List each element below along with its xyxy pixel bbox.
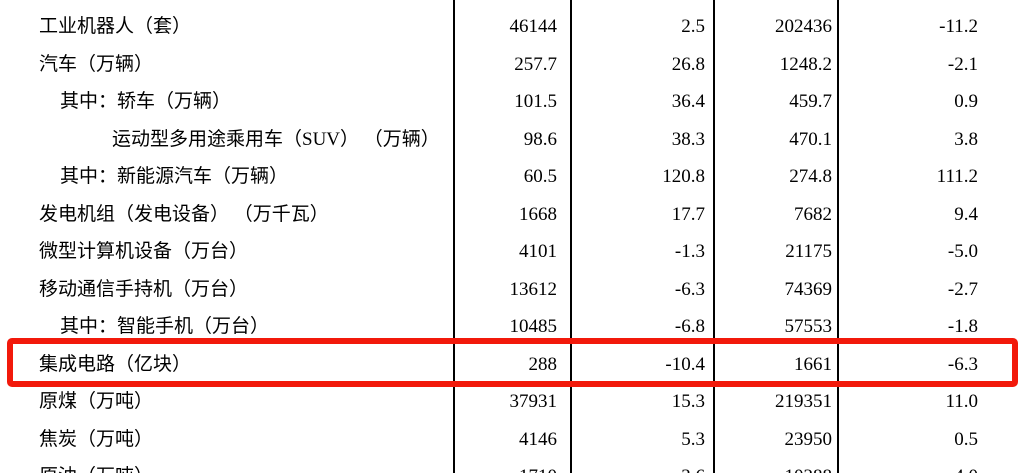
product-label: 微型计算机设备（万台） — [39, 241, 249, 262]
value-cumulative: 470.1 — [789, 128, 832, 150]
growth-current: 2.5 — [681, 16, 705, 37]
value-cumulative: 57553 — [784, 316, 833, 337]
product-label: 其中：轿车（万辆） — [60, 91, 232, 112]
growth-current: 36.4 — [671, 91, 705, 112]
value-cumulative: 7682 — [794, 203, 832, 225]
value-cumulative: 23950 — [784, 428, 833, 450]
growth-cumulative: -2.7 — [947, 278, 978, 300]
value-current: 4146 — [519, 428, 557, 450]
column-divider-2 — [570, 0, 572, 473]
product-label: 其中：新能源汽车（万辆） — [60, 166, 289, 187]
growth-current: -10.4 — [665, 353, 705, 375]
growth-current: 120.8 — [662, 166, 705, 187]
value-current: 1668 — [519, 203, 557, 225]
value-cumulative: 202436 — [775, 16, 832, 37]
growth-cumulative: -11.2 — [939, 16, 978, 37]
growth-cumulative: 0.9 — [954, 91, 978, 112]
growth-current: 17.7 — [671, 203, 705, 225]
growth-cumulative: -1.8 — [947, 316, 978, 337]
value-cumulative: 1248.2 — [779, 53, 832, 75]
growth-cumulative: 111.2 — [936, 166, 978, 187]
column-divider-1 — [453, 0, 455, 473]
value-cumulative: 459.7 — [789, 91, 832, 112]
value-current: 4101 — [519, 241, 557, 262]
growth-cumulative: 0.5 — [954, 428, 978, 450]
column-divider-4 — [837, 0, 839, 473]
growth-current: -1.3 — [674, 241, 705, 262]
product-label: 汽车（万辆） — [39, 53, 154, 75]
value-current: 98.6 — [523, 128, 557, 150]
column-divider-3 — [713, 0, 715, 473]
value-current: 101.5 — [514, 91, 557, 112]
table-row: 原煤（万吨） 37931 15.3 219351 11.0 — [0, 383, 1035, 421]
value-cumulative: 274.8 — [789, 166, 832, 187]
growth-cumulative: -2.1 — [947, 53, 978, 75]
value-current: 1710 — [454, 458, 557, 473]
value-cumulative: 10288 — [714, 458, 833, 473]
table-row: 其中：轿车（万辆） 101.5 36.4 459.7 0.9 — [0, 83, 1035, 121]
table-row: 原油（万吨） 1710 3.6 10288 4.0 — [0, 458, 1035, 473]
growth-cumulative: -5.0 — [947, 241, 978, 262]
product-label: 发电机组（发电设备） （万千瓦） — [39, 203, 329, 225]
table-row: 移动通信手持机（万台） 13612 -6.3 74369 -2.7 — [0, 271, 1035, 309]
value-cumulative: 21175 — [785, 241, 832, 262]
table-row: 微型计算机设备（万台） 4101 -1.3 21175 -5.0 — [0, 233, 1035, 271]
growth-current: 38.3 — [671, 128, 705, 150]
product-label: 原油（万吨） — [39, 458, 153, 473]
growth-current: 26.8 — [671, 53, 705, 75]
table-row: 其中：新能源汽车（万辆） 60.5 120.8 274.8 111.2 — [0, 158, 1035, 196]
growth-current: -6.8 — [674, 316, 705, 337]
growth-cumulative: 4.0 — [838, 458, 978, 473]
table-row: 汽车（万辆） 257.7 26.8 1248.2 -2.1 — [0, 46, 1035, 84]
product-label: 焦炭（万吨） — [39, 428, 154, 450]
growth-cumulative: -6.3 — [947, 353, 978, 375]
table-row: 运动型多用途乘用车（SUV） （万辆） 98.6 38.3 470.1 3.8 — [0, 121, 1035, 159]
value-cumulative: 1661 — [794, 353, 832, 375]
growth-current: -6.3 — [674, 278, 705, 300]
growth-cumulative: 11.0 — [945, 391, 978, 412]
product-label: 原煤（万吨） — [39, 391, 154, 412]
value-current: 10485 — [509, 316, 558, 337]
value-current: 37931 — [509, 391, 558, 412]
value-current: 257.7 — [514, 53, 557, 75]
product-label: 运动型多用途乘用车（SUV） （万辆） — [112, 128, 440, 150]
value-cumulative: 219351 — [775, 391, 832, 412]
table-row-highlighted: 集成电路（亿块） 288 -10.4 1661 -6.3 — [0, 346, 1035, 384]
growth-current: 15.3 — [671, 391, 705, 412]
product-label: 移动通信手持机（万台） — [39, 278, 249, 300]
product-label: 其中：智能手机（万台） — [60, 316, 270, 337]
value-cumulative: 74369 — [784, 278, 833, 300]
value-current: 60.5 — [523, 166, 557, 187]
growth-cumulative: 9.4 — [954, 203, 978, 225]
growth-current: 5.3 — [681, 428, 705, 450]
value-current: 13612 — [509, 278, 558, 300]
value-current: 288 — [528, 353, 558, 375]
growth-cumulative: 3.8 — [954, 128, 978, 150]
table-row: 其中：智能手机（万台） 10485 -6.8 57553 -1.8 — [0, 308, 1035, 346]
table-row: 工业机器人（套） 46144 2.5 202436 -11.2 — [0, 8, 1035, 46]
table-row: 发电机组（发电设备） （万千瓦） 1668 17.7 7682 9.4 — [0, 196, 1035, 234]
value-current: 46144 — [509, 16, 558, 37]
product-label: 工业机器人（套） — [39, 16, 192, 37]
product-label: 集成电路（亿块） — [39, 353, 192, 375]
table-row: 焦炭（万吨） 4146 5.3 23950 0.5 — [0, 421, 1035, 459]
growth-current: 3.6 — [571, 458, 705, 473]
